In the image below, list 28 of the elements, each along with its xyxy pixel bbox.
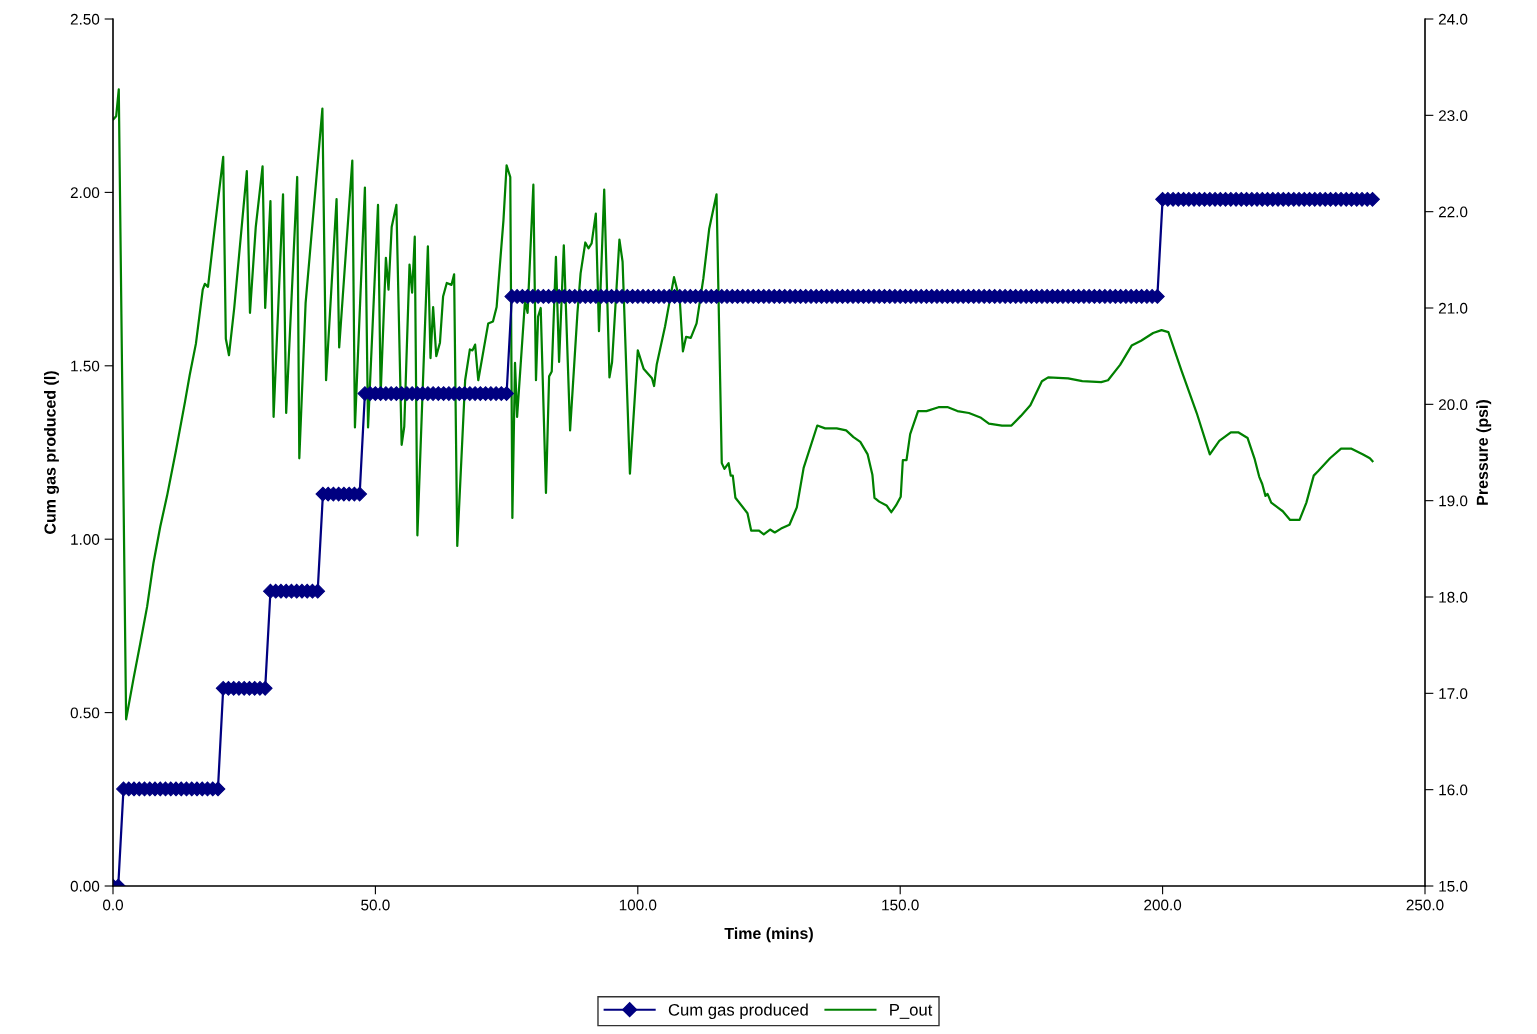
y2-tick-label: 23.0 xyxy=(1438,110,1468,122)
y2-tick-label: 17.0 xyxy=(1439,688,1468,700)
y2-tick-label: 20.0 xyxy=(1438,399,1468,411)
x-axis-title: Time (mins) xyxy=(724,927,813,943)
y2-axis-title: Pressure (psi) xyxy=(1476,400,1492,505)
y2-tick-label: 18.0 xyxy=(1439,591,1468,603)
x-tick-label: 0.0 xyxy=(102,899,124,911)
x-tick-label: 100.0 xyxy=(619,899,657,911)
x-tick-label: 150.0 xyxy=(882,899,919,911)
y2-tick-label: 22.0 xyxy=(1438,206,1468,218)
y2-tick-label: 16.0 xyxy=(1439,784,1468,796)
y-tick-label: 2.50 xyxy=(70,13,100,25)
x-tick-label: 50.0 xyxy=(361,899,390,911)
x-tick-label: 250.0 xyxy=(1406,899,1444,911)
y2-tick-label: 21.0 xyxy=(1438,302,1468,314)
y-axis-title: Cum gas produced (l) xyxy=(44,371,59,534)
y-tick-label: 0.00 xyxy=(70,880,100,892)
legend-label: Cum gas produced xyxy=(668,1003,808,1019)
y2-tick-label: 19.0 xyxy=(1439,495,1468,507)
y-tick-label: 2.00 xyxy=(70,187,100,199)
y2-tick-label: 15.0 xyxy=(1439,880,1468,892)
x-tick-label: 200.0 xyxy=(1144,899,1182,911)
y-tick-label: 1.00 xyxy=(71,534,100,545)
y-tick-label: 0.50 xyxy=(70,707,100,719)
y-tick-label: 1.50 xyxy=(71,360,100,372)
legend-label: P_out xyxy=(890,1004,933,1019)
line-series xyxy=(113,88,1374,721)
y2-tick-label: 24.0 xyxy=(1438,13,1468,25)
